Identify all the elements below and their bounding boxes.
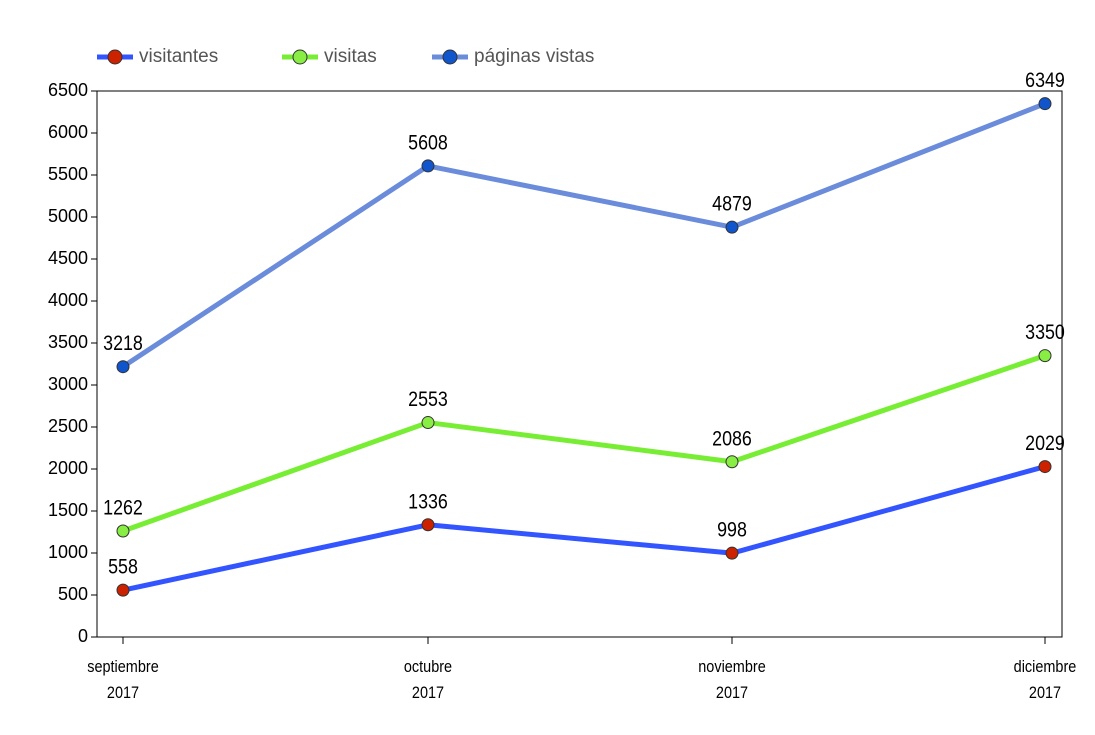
- legend-marker: [107, 49, 123, 65]
- legend-marker: [292, 49, 308, 65]
- y-tick-label: 6000: [48, 122, 88, 142]
- legend-label: visitantes: [139, 46, 218, 67]
- data-label: 5608: [408, 131, 448, 155]
- y-tick-label: 500: [58, 584, 88, 604]
- data-label: 4879: [712, 192, 752, 216]
- x-tick-label: noviembre 2017: [698, 657, 766, 702]
- y-tick-label: 6500: [48, 80, 88, 100]
- data-label: 2029: [1025, 432, 1065, 456]
- y-tick-label: 4500: [48, 248, 88, 268]
- data-point: [725, 546, 739, 560]
- y-tick-label: 2000: [48, 458, 88, 478]
- x-tick-label: octubre 2017: [403, 657, 453, 702]
- data-label: 998: [717, 518, 747, 542]
- data-label: 3218: [103, 332, 143, 356]
- data-label: 6349: [1025, 69, 1065, 93]
- y-tick-label: 2500: [48, 416, 88, 436]
- data-label: 2553: [408, 388, 448, 412]
- x-tick-label: septiembre 2017: [87, 657, 159, 702]
- y-tick-label: 5000: [48, 206, 88, 226]
- data-label: 1336: [408, 490, 448, 514]
- x-tick-label: diciembre 2017: [1013, 657, 1077, 702]
- y-tick-label: 1000: [48, 542, 88, 562]
- y-tick-label: 3000: [48, 374, 88, 394]
- series-line: [121, 101, 1046, 369]
- plot-frame: [96, 90, 1063, 638]
- data-point: [1038, 349, 1052, 363]
- data-label: 3350: [1025, 321, 1065, 345]
- data-point: [421, 518, 435, 532]
- data-point: [421, 416, 435, 430]
- legend-marker: [442, 49, 458, 65]
- legend-label: páginas vistas: [474, 46, 594, 67]
- data-point: [116, 524, 130, 538]
- y-tick-label: 0: [78, 626, 88, 646]
- legend-label: visitas: [324, 46, 377, 67]
- y-tick-label: 5500: [48, 164, 88, 184]
- data-point: [725, 455, 739, 469]
- data-point: [116, 360, 130, 374]
- data-label: 558: [108, 555, 138, 579]
- data-point: [1038, 460, 1052, 474]
- data-point: [116, 583, 130, 597]
- data-label: 1262: [103, 496, 143, 520]
- series-line: [122, 464, 1046, 593]
- series-line: [122, 353, 1046, 534]
- y-tick-label: 3500: [48, 332, 88, 352]
- y-tick-label: 1500: [48, 500, 88, 520]
- data-label: 2086: [712, 427, 752, 451]
- y-tick-label: 4000: [48, 290, 88, 310]
- data-point: [725, 220, 739, 234]
- data-point: [421, 159, 435, 173]
- data-point: [1038, 97, 1052, 111]
